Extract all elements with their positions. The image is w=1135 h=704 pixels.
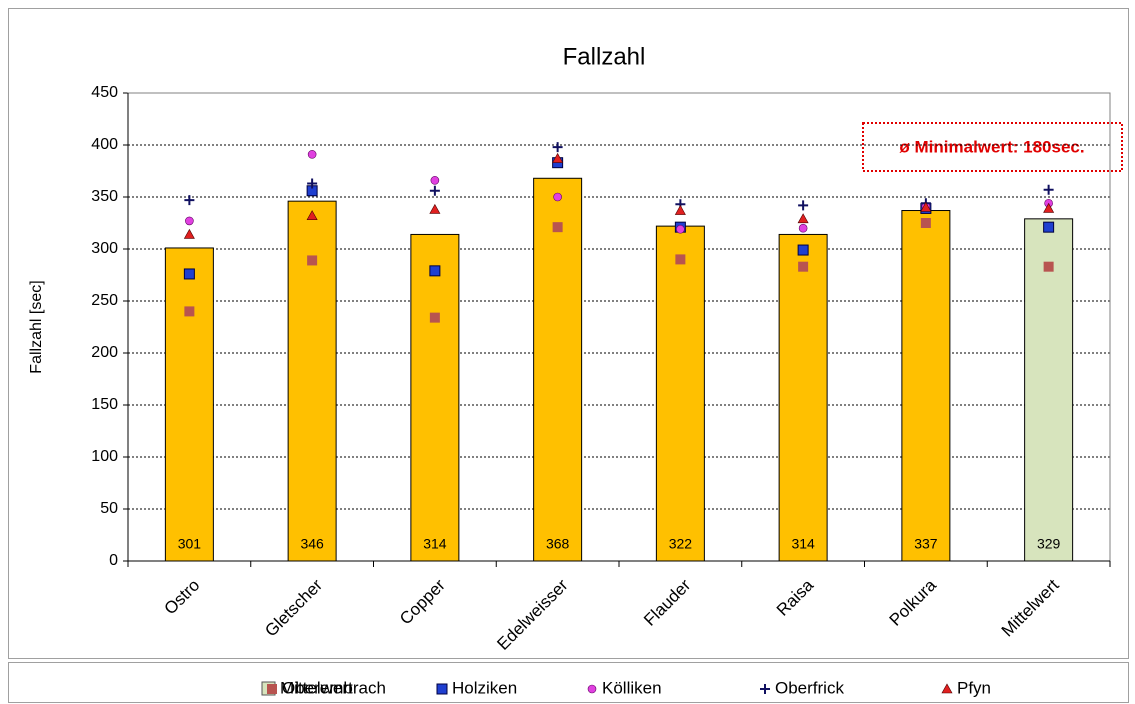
marker-square: [920, 218, 931, 228]
marker-circle: [676, 224, 685, 234]
legend-label: Holziken: [452, 678, 517, 697]
marker-square: [552, 222, 563, 233]
bar: [1024, 218, 1074, 562]
marker-square: [675, 254, 686, 265]
value-label: 322: [669, 536, 693, 552]
annotation: ø Minimalwert: 180sec.: [899, 137, 1084, 156]
bar: [164, 247, 214, 562]
value-label: 329: [1037, 536, 1061, 552]
y-tick-label: 0: [109, 552, 118, 569]
marker-square: [267, 684, 277, 694]
marker-plus: [184, 195, 195, 206]
bar: [410, 233, 460, 562]
marker-circle: [185, 216, 194, 226]
value-label: 368: [546, 536, 570, 552]
legend-label: Kölliken: [602, 678, 662, 697]
bar: [901, 210, 951, 562]
value-label: 337: [914, 536, 938, 552]
marker-square: [184, 306, 195, 317]
y-tick-label: 200: [91, 344, 118, 361]
bar: [533, 177, 583, 562]
marker-triangle: [306, 210, 318, 221]
legend-label: Oberfrick: [775, 678, 844, 697]
marker-square: [429, 312, 440, 323]
value-label: 346: [300, 536, 324, 552]
marker-triangle: [941, 683, 953, 694]
marker-circle: [307, 150, 317, 159]
value-label: 301: [178, 536, 202, 552]
legend-label: Mittelwert: [280, 678, 353, 697]
legend-label: Oberembrach: [282, 678, 386, 697]
marker-square: [307, 255, 318, 266]
marker-triangle: [183, 228, 195, 239]
marker-triangle: [552, 152, 564, 163]
value-label: 314: [423, 536, 447, 552]
bar: [778, 233, 828, 562]
marker-square: [436, 683, 448, 695]
marker-circle: [430, 176, 440, 185]
marker-square: [183, 268, 195, 280]
y-tick-label: 100: [91, 448, 118, 465]
bar: [287, 200, 337, 562]
marker-square: [797, 244, 809, 256]
y-tick-label: 450: [91, 84, 118, 101]
marker-square: [1043, 221, 1055, 233]
marker-plus: [760, 684, 770, 694]
marker-plus: [798, 200, 809, 211]
marker-square: [1043, 261, 1054, 272]
marker-square: [429, 265, 441, 277]
y-axis-label: Fallzahl [sec]: [28, 280, 45, 373]
y-tick-label: 300: [91, 240, 118, 257]
marker-plus: [429, 185, 440, 196]
y-tick-label: 50: [100, 500, 118, 517]
marker-circle: [553, 192, 562, 202]
marker-plus: [552, 142, 563, 153]
bar: [655, 225, 705, 562]
marker-circle: [587, 684, 597, 694]
y-tick-label: 250: [91, 292, 118, 309]
marker-plus: [1043, 184, 1054, 195]
value-label: 314: [791, 536, 815, 552]
marker-triangle: [429, 203, 441, 214]
y-tick-label: 150: [91, 396, 118, 413]
chart-title: Fallzahl: [563, 43, 646, 70]
legend-frame: [8, 662, 1129, 703]
marker-triangle: [920, 201, 932, 212]
marker-circle: [798, 223, 808, 233]
marker-plus: [307, 178, 318, 189]
marker-triangle: [674, 204, 686, 215]
annotation-box: [862, 122, 1123, 172]
marker-triangle: [797, 213, 809, 224]
marker-square: [798, 261, 809, 272]
y-tick-label: 350: [91, 188, 118, 205]
legend-label: Pfyn: [957, 678, 991, 697]
y-tick-label: 400: [91, 136, 118, 153]
marker-triangle: [1043, 202, 1055, 213]
